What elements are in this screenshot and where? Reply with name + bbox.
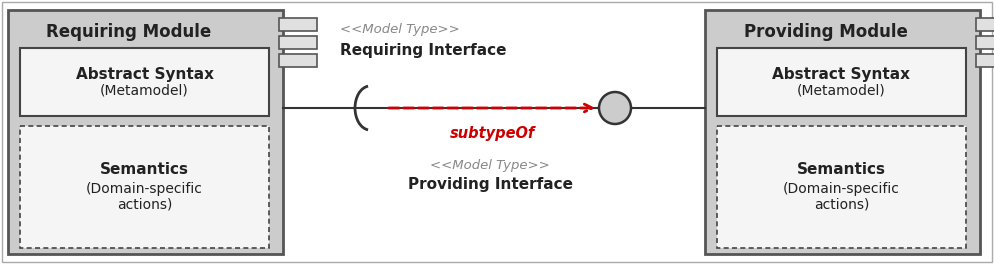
Bar	[717, 126, 966, 248]
Bar	[705, 10, 980, 254]
Text: (Metamodel): (Metamodel)	[100, 84, 189, 98]
Text: Requiring Module: Requiring Module	[46, 23, 211, 41]
Text: (Domain-specific: (Domain-specific	[783, 182, 900, 196]
Text: (Domain-specific: (Domain-specific	[86, 182, 203, 196]
Bar	[20, 126, 269, 248]
Text: Providing Interface: Providing Interface	[408, 177, 573, 192]
Text: actions): actions)	[814, 198, 869, 212]
Text: Semantics: Semantics	[100, 162, 189, 177]
Text: (Metamodel): (Metamodel)	[797, 84, 886, 98]
Bar	[976, 18, 994, 31]
Text: <<Model Type>>: <<Model Type>>	[340, 23, 460, 36]
Bar	[20, 48, 269, 116]
Bar	[279, 36, 317, 49]
Circle shape	[599, 92, 631, 124]
Text: Requiring Interface: Requiring Interface	[340, 43, 507, 58]
Text: subtypeOf: subtypeOf	[449, 126, 535, 141]
Bar	[279, 18, 317, 31]
Text: Abstract Syntax: Abstract Syntax	[76, 67, 214, 82]
Text: actions): actions)	[117, 198, 172, 212]
Bar	[279, 54, 317, 67]
Bar	[976, 36, 994, 49]
Bar	[717, 48, 966, 116]
Text: <<Model Type>>: <<Model Type>>	[430, 158, 550, 172]
Bar	[976, 54, 994, 67]
Bar	[8, 10, 283, 254]
Text: Providing Module: Providing Module	[744, 23, 908, 41]
Text: Semantics: Semantics	[797, 162, 886, 177]
Text: Abstract Syntax: Abstract Syntax	[772, 67, 911, 82]
